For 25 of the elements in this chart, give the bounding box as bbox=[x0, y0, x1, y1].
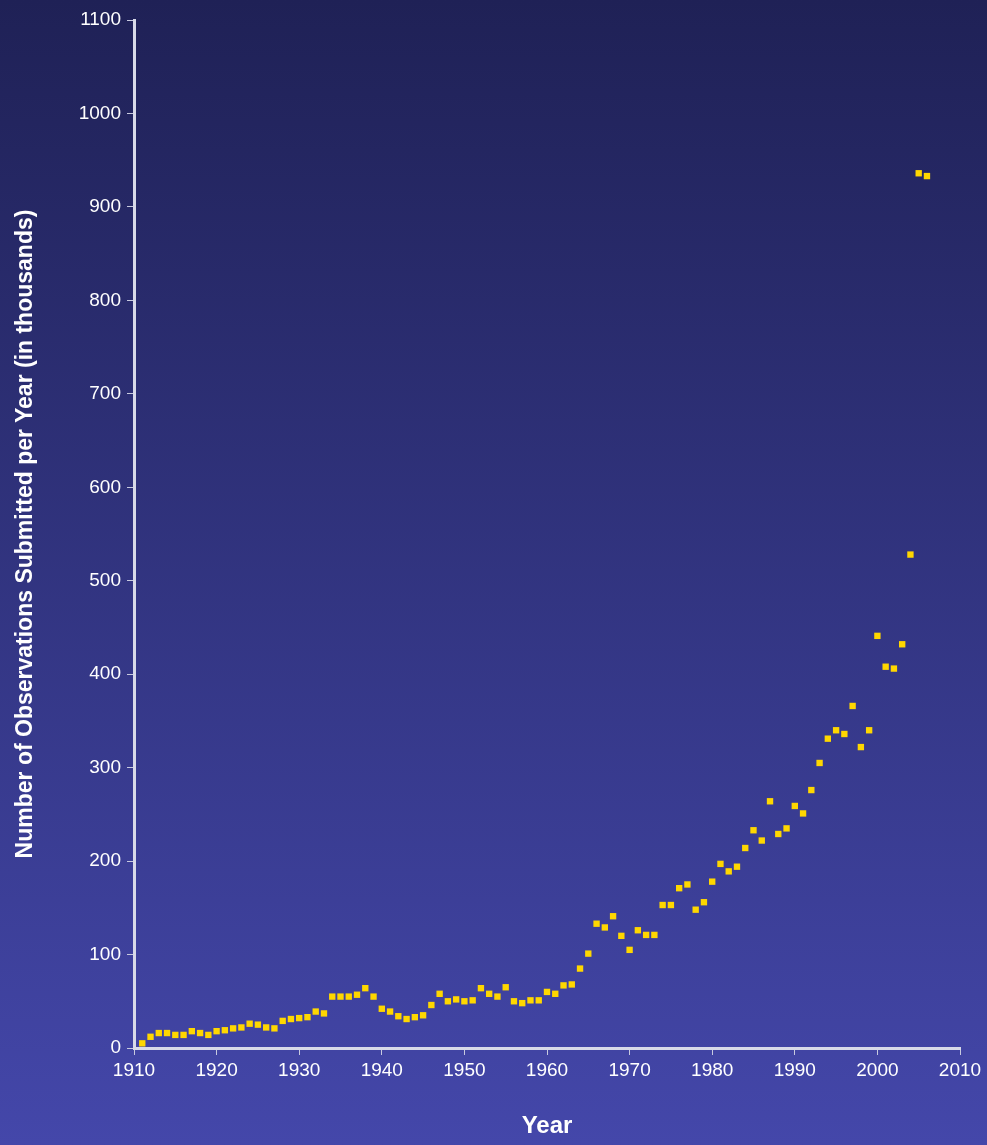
x-tick-label: 1990 bbox=[773, 1058, 816, 1080]
x-tick-label: 2000 bbox=[856, 1058, 899, 1080]
y-tick-label: 500 bbox=[89, 568, 121, 590]
y-tick-label: 200 bbox=[89, 849, 121, 871]
y-tick-label: 400 bbox=[89, 662, 121, 684]
y-tick-label: 1100 bbox=[80, 8, 121, 30]
x-tick-label: 2010 bbox=[938, 1058, 982, 1080]
y-tick-label: 800 bbox=[89, 288, 121, 310]
y-tick-label: 1000 bbox=[78, 101, 121, 123]
y-axis-title: Number of Observations Submitted per Year (in thousands) bbox=[11, 209, 38, 859]
y-tick-label: 900 bbox=[89, 195, 121, 217]
x-tick-label: 1980 bbox=[691, 1058, 734, 1080]
x-tick-label: 1930 bbox=[278, 1058, 321, 1080]
y-tick-label: 100 bbox=[89, 942, 121, 964]
x-tick-label: 1910 bbox=[112, 1058, 156, 1080]
y-tick-label: 0 bbox=[110, 1036, 121, 1058]
y-tick-label: 700 bbox=[89, 382, 121, 404]
y-tick-label: 600 bbox=[89, 475, 121, 497]
x-tick-label: 1940 bbox=[360, 1058, 403, 1080]
x-tick-label: 1950 bbox=[443, 1058, 486, 1080]
x-tick-label: 1970 bbox=[608, 1058, 651, 1080]
x-tick-label: 1960 bbox=[525, 1058, 569, 1080]
x-tick-label: 1920 bbox=[195, 1058, 238, 1080]
x-axis-title: Year bbox=[521, 1111, 573, 1139]
y-tick-label: 300 bbox=[89, 755, 121, 777]
